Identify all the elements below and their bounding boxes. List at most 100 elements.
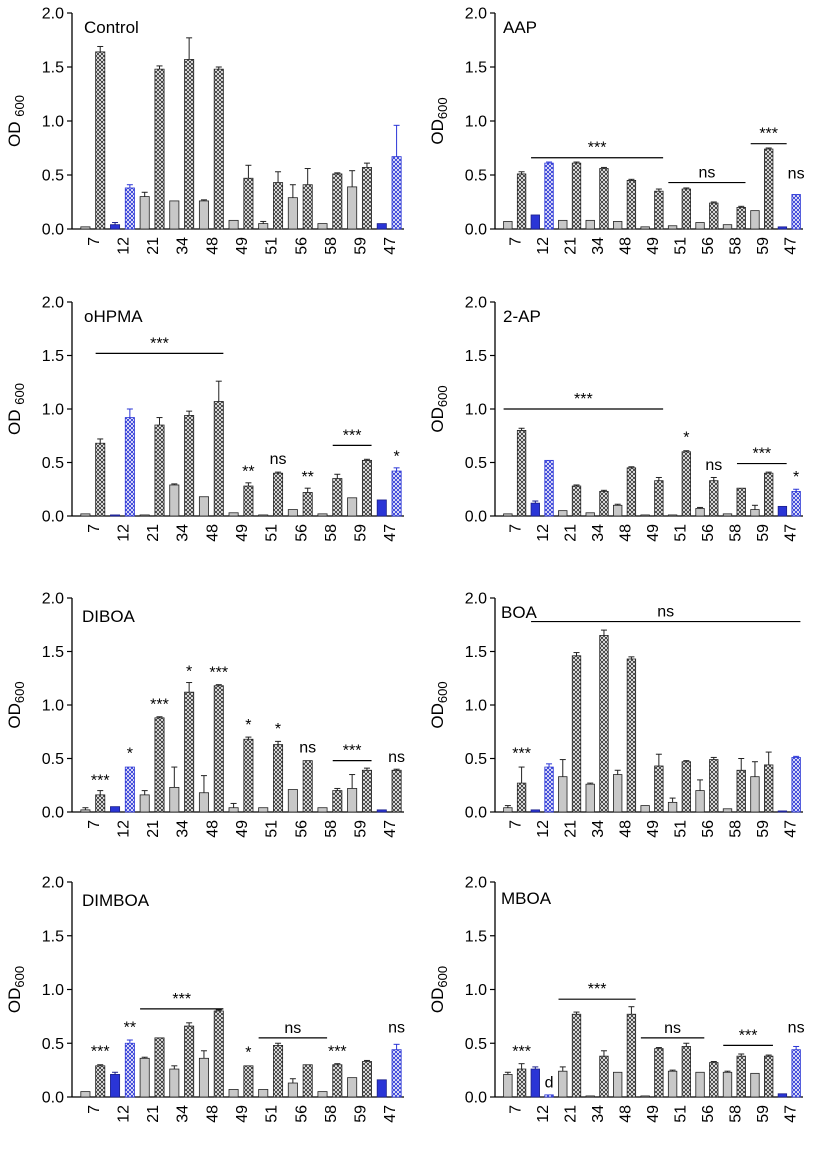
y-tick-label: 2.0	[465, 295, 487, 312]
bar	[198, 200, 209, 230]
y-tick-label: 2.0	[42, 875, 64, 892]
bar	[169, 786, 180, 813]
significance-label: *	[275, 721, 281, 738]
significance-label: ***	[588, 981, 607, 998]
bar	[709, 202, 719, 230]
y-tick-label: 0.0	[465, 509, 487, 526]
bar	[599, 490, 609, 517]
bar	[154, 717, 165, 813]
bar	[585, 512, 595, 517]
x-tick-label: 56	[293, 237, 310, 255]
bar	[654, 1048, 664, 1098]
significance-label: ***	[512, 1043, 531, 1060]
significance-label: *	[793, 469, 799, 486]
x-tick-label: 7	[508, 820, 525, 829]
panel-diboa: 0.0 0.5 1.0 1.5 2.0 OD600 DIBOA 7 12 21 34 48 49 51 56…	[5, 591, 405, 838]
y-tick-label: 1.5	[42, 644, 64, 661]
bar	[736, 1055, 746, 1098]
x-tick-label: 59	[353, 524, 370, 542]
significance-label: *	[393, 449, 399, 466]
x-tick-label: 34	[590, 1105, 607, 1123]
bar	[503, 513, 513, 517]
x-tick-label: 7	[86, 1105, 103, 1114]
bar	[139, 1057, 150, 1098]
x-tick-label: 58	[323, 524, 340, 542]
bar	[273, 1045, 284, 1098]
x-tick-label: 59	[755, 1105, 772, 1123]
y-tick-label: 1.0	[42, 114, 64, 131]
bar	[302, 760, 313, 813]
y-tick-label: 1.5	[465, 60, 487, 77]
x-tick-label: 12	[115, 237, 132, 255]
bar	[169, 484, 180, 517]
bar	[613, 774, 623, 813]
bar	[376, 809, 387, 813]
x-tick-label: 12	[115, 820, 132, 838]
bar	[654, 190, 664, 230]
x-tick-label: 34	[175, 237, 192, 255]
bar	[791, 757, 801, 813]
bar	[258, 807, 269, 813]
panels-container: 0.0 0.5 1.0 1.5 2.0 OD 600 Control 7 12 21 34 48 49 5…	[5, 6, 805, 1123]
bar	[184, 415, 195, 517]
bar	[184, 59, 195, 230]
bar	[530, 214, 540, 230]
significance-label: ns	[788, 1020, 805, 1037]
bar	[585, 219, 595, 230]
x-tick-label: 48	[618, 820, 635, 838]
x-tick-label: 48	[204, 524, 221, 542]
significance-label: ***	[91, 772, 110, 789]
bar	[777, 505, 788, 517]
bar	[695, 1071, 705, 1098]
x-tick-label: 58	[323, 237, 340, 255]
significance-label: ns	[698, 165, 715, 182]
bar	[736, 206, 746, 230]
bar	[585, 783, 595, 813]
bar	[640, 226, 650, 230]
bar	[750, 776, 760, 813]
y-tick-label: 1.5	[42, 60, 64, 77]
x-tick-label: 59	[353, 820, 370, 838]
x-tick-label: 12	[535, 524, 552, 542]
bar	[681, 451, 691, 517]
panel-title: DIMBOA	[82, 891, 150, 910]
x-tick-label: 7	[508, 524, 525, 533]
x-tick-label: 58	[727, 237, 744, 255]
x-tick-label: 21	[563, 237, 580, 255]
significance-label: ns	[657, 604, 674, 621]
bar	[791, 490, 801, 517]
bar	[124, 1042, 135, 1098]
bar	[764, 764, 774, 813]
bar	[558, 510, 568, 517]
x-tick-label: 58	[727, 820, 744, 838]
bar	[736, 769, 746, 813]
y-axis-label: OD600	[5, 681, 27, 728]
bar	[750, 210, 760, 230]
significance-label: **	[301, 469, 313, 486]
bar	[332, 173, 343, 230]
bar	[530, 1068, 540, 1098]
significance-label: ***	[343, 427, 362, 444]
y-tick-label: 1.0	[465, 698, 487, 715]
bar	[516, 1068, 527, 1098]
panel-ohpma: 0.0 0.5 1.0 1.5 2.0 OD 600 oHPMA 7 12 21 34 48 49 51 5…	[5, 295, 404, 542]
significance-label: *	[186, 663, 192, 680]
x-tick-label: 58	[727, 1105, 744, 1123]
x-tick-label: 51	[264, 237, 281, 255]
y-tick-label: 0.0	[42, 509, 64, 526]
y-tick-label: 0.0	[465, 222, 487, 239]
bar	[750, 1072, 760, 1098]
x-tick-label: 51	[672, 237, 689, 255]
bar	[558, 1070, 568, 1098]
bar	[347, 1077, 358, 1098]
panel-mboa: 0.0 0.5 1.0 1.5 2.0 OD600 MBOA 7 12 21 34 48 49 51 56 5…	[428, 875, 805, 1123]
bar	[302, 492, 313, 517]
bar	[80, 513, 91, 517]
bar	[571, 1013, 582, 1098]
y-tick-label: 1.0	[42, 698, 64, 715]
x-tick-label: 7	[508, 1105, 525, 1114]
bar	[198, 1057, 209, 1098]
x-tick-label: 58	[323, 820, 340, 838]
y-tick-label: 0.5	[42, 455, 64, 472]
bar	[571, 485, 582, 517]
